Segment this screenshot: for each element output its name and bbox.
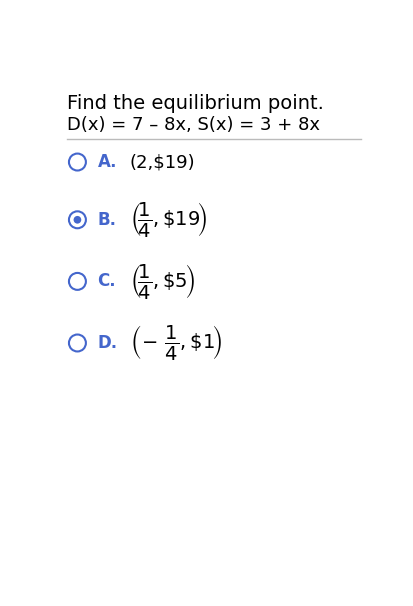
Text: B.: B. (97, 211, 116, 229)
Text: Find the equilibrium point.: Find the equilibrium point. (66, 95, 323, 113)
Text: $\left(\!-\,\dfrac{1}{4},\mathrm{\$1}\!\right)$: $\left(\!-\,\dfrac{1}{4},\mathrm{\$1}\!\… (129, 324, 221, 362)
Circle shape (74, 216, 81, 224)
Circle shape (72, 215, 83, 225)
Text: $\left(\!\dfrac{1}{4},\mathrm{\$5}\!\right)$: $\left(\!\dfrac{1}{4},\mathrm{\$5}\!\rig… (129, 262, 194, 301)
Text: C.: C. (97, 272, 116, 290)
Text: D(x) = 7 – 8x, S(x) = 3 + 8x: D(x) = 7 – 8x, S(x) = 3 + 8x (66, 116, 319, 134)
Text: $\left(\!\dfrac{1}{4},\mathrm{\$19}\!\right)$: $\left(\!\dfrac{1}{4},\mathrm{\$19}\!\ri… (129, 201, 206, 239)
Text: A.: A. (97, 153, 116, 171)
Text: D.: D. (97, 334, 117, 352)
Text: (2,$19): (2,$19) (129, 153, 195, 171)
